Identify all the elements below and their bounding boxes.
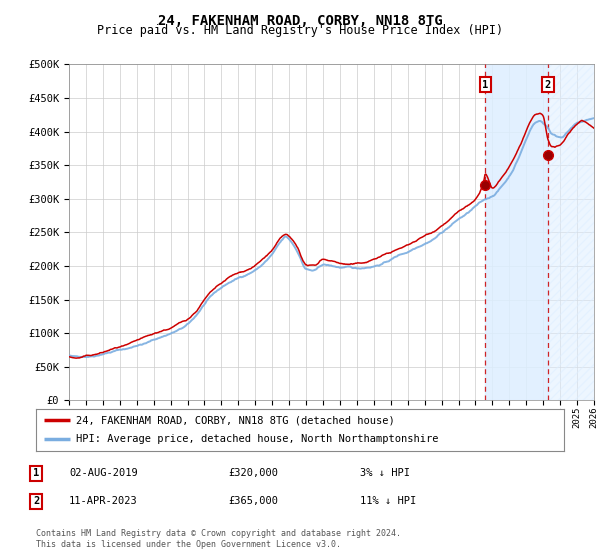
Text: 24, FAKENHAM ROAD, CORBY, NN18 8TG (detached house): 24, FAKENHAM ROAD, CORBY, NN18 8TG (deta… bbox=[76, 415, 394, 425]
Bar bbox=[548, 64, 600, 400]
Text: 2: 2 bbox=[545, 80, 551, 90]
Text: £320,000: £320,000 bbox=[228, 468, 278, 478]
Text: 1: 1 bbox=[33, 468, 39, 478]
Text: £365,000: £365,000 bbox=[228, 496, 278, 506]
Text: Price paid vs. HM Land Registry's House Price Index (HPI): Price paid vs. HM Land Registry's House … bbox=[97, 24, 503, 37]
Text: 1: 1 bbox=[482, 80, 488, 90]
Text: 11% ↓ HPI: 11% ↓ HPI bbox=[360, 496, 416, 506]
Text: HPI: Average price, detached house, North Northamptonshire: HPI: Average price, detached house, Nort… bbox=[76, 435, 438, 445]
Text: 11-APR-2023: 11-APR-2023 bbox=[69, 496, 138, 506]
Text: Contains HM Land Registry data © Crown copyright and database right 2024.
This d: Contains HM Land Registry data © Crown c… bbox=[36, 529, 401, 549]
Text: 24, FAKENHAM ROAD, CORBY, NN18 8TG: 24, FAKENHAM ROAD, CORBY, NN18 8TG bbox=[158, 14, 442, 28]
Text: 3% ↓ HPI: 3% ↓ HPI bbox=[360, 468, 410, 478]
Bar bbox=[485, 64, 548, 400]
Text: 02-AUG-2019: 02-AUG-2019 bbox=[69, 468, 138, 478]
Text: 2: 2 bbox=[33, 496, 39, 506]
